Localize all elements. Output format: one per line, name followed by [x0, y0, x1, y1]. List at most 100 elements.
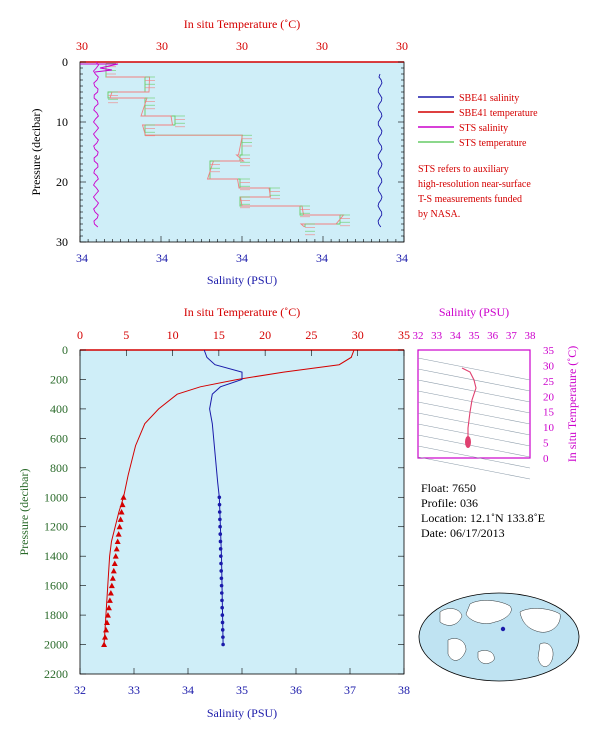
temperature-marker [116, 523, 123, 530]
ts-temp-tick-label: 15 [543, 407, 555, 419]
temperature-marker [109, 575, 116, 581]
svg-text:T-S measurements funded: T-S measurements funded [418, 194, 522, 205]
svg-text:STS refers to auxiliary: STS refers to auxiliary [418, 164, 509, 175]
density-contour [417, 401, 531, 425]
ts-temp-axis-label: In situ Temperature (˚C) [565, 346, 579, 463]
bottom-sal-axis-label: Salinity (PSU) [207, 706, 277, 720]
top-profile-lines [80, 61, 383, 236]
salinity-marker [221, 635, 225, 639]
temperature-marker [107, 590, 114, 596]
legend-sts-temperature: STS temperature [459, 138, 527, 149]
temperature-marker [120, 494, 127, 500]
bottom-pres-ticks: 0 200 400 600 800 1000 1200 1400 1600 1800 2000 220… [44, 343, 68, 681]
ts-sal-tick-label: 36 [487, 330, 499, 342]
salinity-marker [219, 569, 224, 573]
bottom-temp-ticks: 0 5 10 15 20 25 30 35 [77, 328, 410, 342]
salinity-marker [220, 605, 224, 610]
svg-text:0: 0 [62, 55, 68, 69]
salinity-marker [219, 583, 224, 588]
density-contour [417, 368, 531, 392]
bottom-sal-tick-label: 34 [182, 683, 194, 697]
ts-temp-ticks: 0 5 10 15 20 25 30 35 [543, 345, 555, 465]
temperature-marker [110, 567, 117, 574]
svg-text:30: 30 [56, 235, 68, 249]
bottom-temp-tick-label: 0 [77, 328, 83, 342]
ts-temp-tick-label: 0 [543, 453, 549, 465]
sts-salinity-line [92, 61, 100, 228]
world-map [418, 592, 580, 682]
temperature-marker [105, 604, 112, 611]
ts-temp-tick-label: 10 [543, 422, 555, 434]
svg-text:high-resolution near-surface: high-resolution near-surface [418, 179, 531, 190]
legend-sts-salinity: STS salinity [459, 123, 508, 134]
temperature-marker [104, 612, 111, 618]
ts-sal-axis-label: Salinity (PSU) [439, 305, 509, 319]
salinity-marker [218, 539, 223, 544]
bottom-sal-ticks: 32 33 34 35 36 37 38 [74, 683, 410, 697]
date: Date: 06/17/2013 [421, 526, 505, 540]
temperature-marker [111, 560, 118, 567]
svg-text:30: 30 [156, 39, 168, 53]
salinity-marker [218, 524, 222, 529]
ts-diagram-lines [417, 357, 531, 480]
bottom-pres-tick-label: 1400 [44, 549, 68, 563]
temperature-marker [103, 626, 110, 633]
temperature-marker [112, 553, 119, 559]
sbe41-temperature-line [106, 76, 345, 228]
svg-text:30: 30 [396, 39, 408, 53]
bottom-pres-tick-label: 800 [50, 461, 68, 475]
salinity-marker [219, 576, 224, 581]
ts-sal-tick-label: 32 [413, 330, 424, 342]
ts-sal-tick-label: 38 [525, 330, 537, 342]
bottom-sal-tick-label: 33 [128, 683, 140, 697]
temperature-profile [103, 349, 355, 645]
bottom-pres-tick-label: 2000 [44, 638, 68, 652]
ts-sal-tick-label: 34 [450, 330, 462, 342]
legend-sbe41-temperature: SBE41 temperature [459, 108, 538, 119]
bottom-pres-tick-label: 1600 [44, 579, 68, 593]
salinity-marker [220, 628, 225, 632]
top-temp-axis-label: In situ Temperature (˚C) [184, 17, 301, 31]
bottom-pres-tick-label: 600 [50, 431, 68, 445]
profile-id: Profile: 036 [421, 496, 478, 510]
bottom-profile-lines [101, 349, 355, 648]
svg-text:34: 34 [396, 251, 408, 265]
ts-temp-tick-label: 25 [543, 376, 555, 388]
svg-text:30: 30 [236, 39, 248, 53]
temperature-marker [115, 531, 122, 537]
ts-curve [461, 367, 477, 440]
float-id: Float: 7650 [421, 481, 476, 495]
temperature-marker [101, 641, 108, 648]
salinity-marker [220, 613, 225, 617]
bottom-pres-tick-label: 2200 [44, 667, 68, 681]
top-pres-ticks: 0 10 20 30 [56, 55, 68, 249]
location: Location: 12.1˚N 133.8˚E [421, 511, 545, 525]
ts-temp-tick-label: 35 [543, 345, 555, 357]
salinity-marker [217, 495, 222, 500]
density-contour [417, 357, 531, 381]
svg-text:34: 34 [316, 251, 328, 265]
salinity-marker [221, 642, 225, 647]
sbe41-salinity-line [377, 73, 383, 228]
ts-sal-ticks: 32 33 34 35 36 37 38 [413, 330, 537, 342]
density-contour [417, 434, 531, 458]
ts-deep-cluster [465, 436, 471, 448]
svg-text:by NASA.: by NASA. [418, 209, 460, 220]
bottom-pres-tick-label: 1800 [44, 608, 68, 622]
bottom-sal-tick-label: 35 [236, 683, 248, 697]
ts-temp-tick-label: 5 [543, 438, 549, 450]
salinity-marker [218, 532, 223, 536]
density-contour [417, 423, 531, 447]
bottom-temp-tick-label: 15 [213, 328, 225, 342]
salinity-marker [219, 591, 224, 595]
sts-note: STS refers to auxiliary high-resolution … [418, 164, 531, 220]
temperature-marker [103, 619, 110, 625]
bottom-temp-tick-label: 5 [123, 328, 129, 342]
float-info: Float: 7650 Profile: 036 Location: 12.1˚… [421, 481, 545, 540]
bottom-sal-tick-label: 32 [74, 683, 86, 697]
density-contour [417, 379, 531, 403]
top-sal-axis-label: Salinity (PSU) [207, 273, 277, 287]
svg-text:20: 20 [56, 175, 68, 189]
bottom-sal-tick-label: 38 [398, 683, 410, 697]
